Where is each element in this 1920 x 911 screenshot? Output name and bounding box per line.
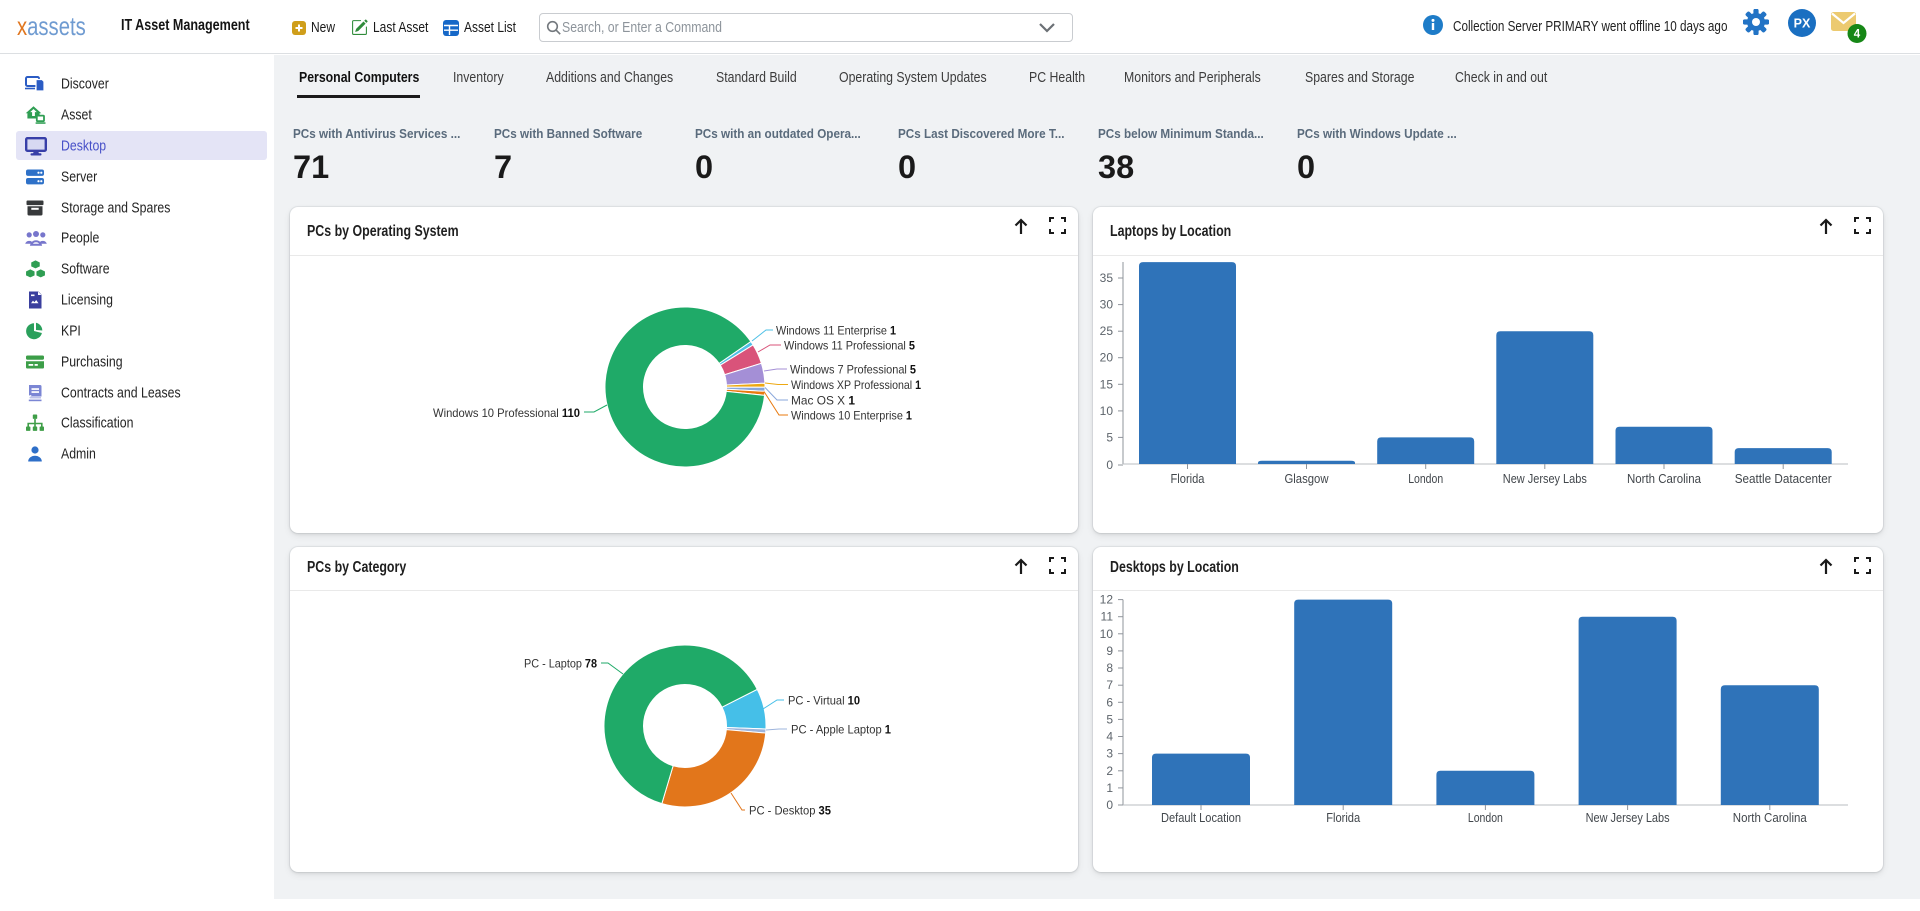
svg-text:London: London — [1408, 472, 1443, 486]
svg-text:11: 11 — [1101, 610, 1114, 624]
svg-text:0: 0 — [1106, 458, 1113, 472]
svg-text:Windows 10 Enterprise 1: Windows 10 Enterprise 1 — [791, 408, 912, 422]
svg-text:PC - Virtual 10: PC - Virtual 10 — [788, 693, 860, 707]
svg-text:9: 9 — [1106, 644, 1113, 658]
svg-text:1: 1 — [1106, 781, 1113, 795]
svg-text:New Jersey Labs: New Jersey Labs — [1503, 472, 1587, 486]
svg-text:Florida: Florida — [1171, 472, 1205, 486]
svg-text:5: 5 — [1106, 712, 1113, 726]
svg-text:North Carolina: North Carolina — [1733, 811, 1807, 825]
svg-text:4: 4 — [1106, 730, 1113, 744]
svg-text:20: 20 — [1100, 351, 1114, 365]
svg-text:12: 12 — [1100, 593, 1114, 607]
svg-text:Mac OS X 1: Mac OS X 1 — [791, 393, 855, 407]
svg-text:4: 4 — [1854, 29, 1861, 41]
svg-text:7: 7 — [1106, 678, 1113, 692]
svg-text:PC - Laptop 78: PC - Laptop 78 — [524, 656, 597, 670]
svg-text:Windows XP Professional 1: Windows XP Professional 1 — [791, 378, 921, 392]
svg-text:PX: PX — [1794, 17, 1811, 31]
svg-text:North Carolina: North Carolina — [1627, 472, 1701, 486]
svg-text:Florida: Florida — [1326, 811, 1360, 825]
svg-text:10: 10 — [1100, 404, 1114, 418]
svg-text:35: 35 — [1100, 271, 1114, 285]
svg-text:0: 0 — [1106, 798, 1113, 812]
svg-text:PC - Desktop 35: PC - Desktop 35 — [749, 803, 831, 817]
svg-text:5: 5 — [1106, 430, 1113, 444]
svg-text:Glasgow: Glasgow — [1285, 472, 1330, 486]
svg-text:10: 10 — [1100, 627, 1114, 641]
svg-text:15: 15 — [1100, 377, 1114, 391]
svg-text:25: 25 — [1100, 324, 1114, 338]
svg-text:30: 30 — [1100, 298, 1114, 312]
svg-text:London: London — [1468, 811, 1503, 825]
svg-text:Windows 10 Professional 110: Windows 10 Professional 110 — [433, 406, 580, 420]
svg-text:Windows 11 Professional 5: Windows 11 Professional 5 — [784, 338, 915, 352]
svg-text:Seattle Datacenter: Seattle Datacenter — [1735, 472, 1832, 486]
svg-text:Windows 7 Professional 5: Windows 7 Professional 5 — [790, 362, 916, 376]
svg-text:New Jersey Labs: New Jersey Labs — [1586, 811, 1670, 825]
svg-text:PC - Apple Laptop 1: PC - Apple Laptop 1 — [791, 722, 891, 736]
svg-text:Windows 11 Enterprise 1: Windows 11 Enterprise 1 — [776, 323, 896, 337]
svg-text:8: 8 — [1106, 661, 1113, 675]
svg-text:3: 3 — [1106, 747, 1113, 761]
svg-text:2: 2 — [1106, 764, 1113, 778]
svg-text:Default Location: Default Location — [1161, 811, 1241, 825]
svg-text:6: 6 — [1106, 695, 1113, 709]
